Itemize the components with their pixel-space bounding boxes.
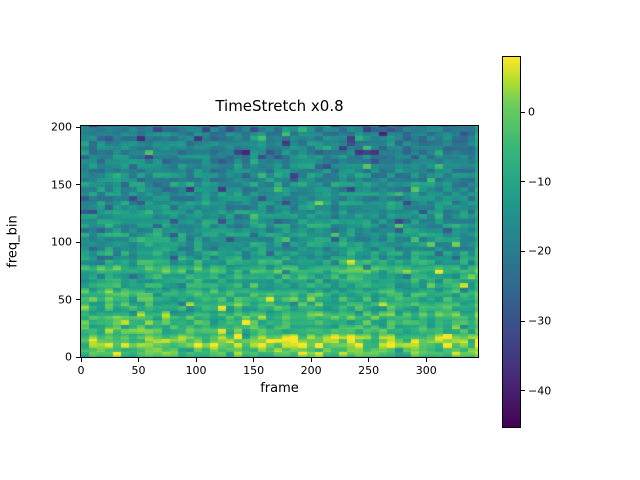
x-tick-mark xyxy=(195,358,197,362)
y-tick-mark xyxy=(76,299,80,301)
x-tick-label: 200 xyxy=(300,364,322,377)
x-tick-label: 300 xyxy=(415,364,437,377)
y-tick-mark xyxy=(76,126,80,128)
colorbar xyxy=(502,56,521,428)
x-tick-mark xyxy=(138,358,140,362)
y-tick-mark xyxy=(76,356,80,358)
colorbar-tick-mark xyxy=(521,320,525,322)
y-tick-mark xyxy=(76,184,80,186)
colorbar-tick-mark xyxy=(521,111,525,113)
y-tick-label: 50 xyxy=(58,293,72,307)
x-tick-label: 250 xyxy=(358,364,380,377)
colorbar-gradient xyxy=(503,57,520,427)
colorbar-tick-label: −40 xyxy=(528,384,552,398)
plot-title: TimeStretch x0.8 xyxy=(215,97,344,115)
x-tick-mark xyxy=(425,358,427,362)
spectrogram-heatmap xyxy=(81,126,478,357)
colorbar-tick-mark xyxy=(521,250,525,252)
y-tick-label: 100 xyxy=(51,235,72,249)
y-axis-label: freq_bin xyxy=(5,215,21,268)
x-tick-mark xyxy=(80,358,82,362)
y-tick-label: 200 xyxy=(51,120,72,134)
x-tick-mark xyxy=(253,358,255,362)
x-tick-label: 150 xyxy=(243,364,265,377)
x-tick-mark xyxy=(368,358,370,362)
axes-frame xyxy=(80,125,479,358)
colorbar-tick-label: −10 xyxy=(528,175,552,189)
colorbar-tick-label: 0 xyxy=(528,105,535,119)
colorbar-tick-mark xyxy=(521,390,525,392)
x-axis-label: frame xyxy=(260,381,299,396)
y-tick-mark xyxy=(76,241,80,243)
x-tick-label: 50 xyxy=(131,364,146,377)
x-tick-label: 100 xyxy=(185,364,207,377)
colorbar-tick-label: −20 xyxy=(528,244,552,258)
y-tick-label: 0 xyxy=(65,350,72,364)
x-tick-label: 0 xyxy=(77,364,85,377)
colorbar-tick-label: −30 xyxy=(528,314,552,328)
colorbar-tick-mark xyxy=(521,181,525,183)
x-tick-mark xyxy=(310,358,312,362)
y-tick-label: 150 xyxy=(51,178,72,192)
